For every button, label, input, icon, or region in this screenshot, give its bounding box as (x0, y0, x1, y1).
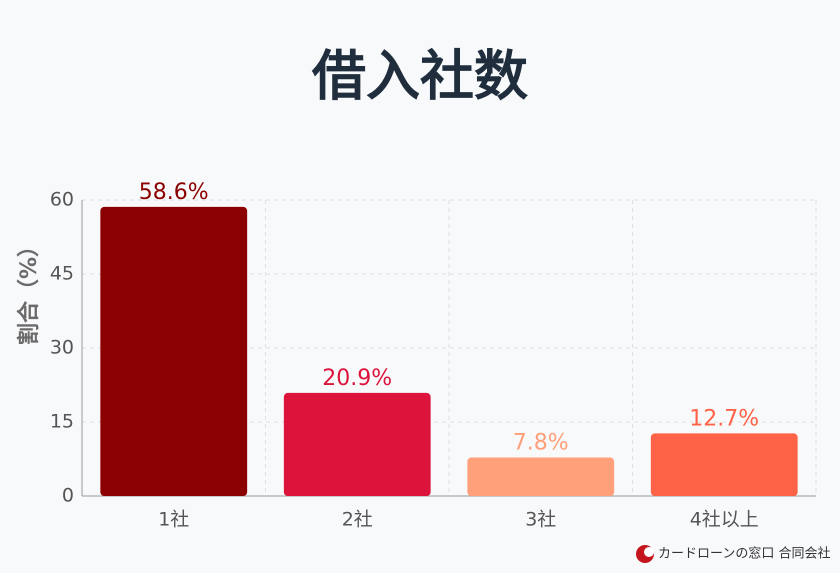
logo (644, 547, 654, 557)
y-tick-label: 30 (50, 337, 74, 359)
x-tick-label: 3社 (525, 509, 556, 531)
watermark: カードローンの窓口 合同会社 (658, 546, 830, 562)
bar (650, 433, 798, 496)
value-label: 7.8% (513, 431, 569, 456)
value-label: 12.7% (689, 406, 759, 431)
bar (283, 392, 431, 496)
y-tick-label: 60 (50, 189, 74, 211)
x-tick-label: 4社以上 (690, 509, 759, 531)
value-label: 20.9% (322, 366, 392, 391)
bar (467, 457, 615, 496)
chart-title: 借入社数 (311, 45, 528, 108)
bar (100, 206, 248, 496)
y-axis-label: 割合（%） (16, 235, 42, 345)
y-tick-label: 45 (50, 263, 74, 285)
y-tick-label: 15 (50, 411, 74, 433)
y-tick-label: 0 (62, 485, 74, 507)
x-tick-label: 1社 (158, 509, 189, 531)
value-label: 58.6% (139, 180, 209, 205)
x-tick-label: 2社 (342, 509, 373, 531)
